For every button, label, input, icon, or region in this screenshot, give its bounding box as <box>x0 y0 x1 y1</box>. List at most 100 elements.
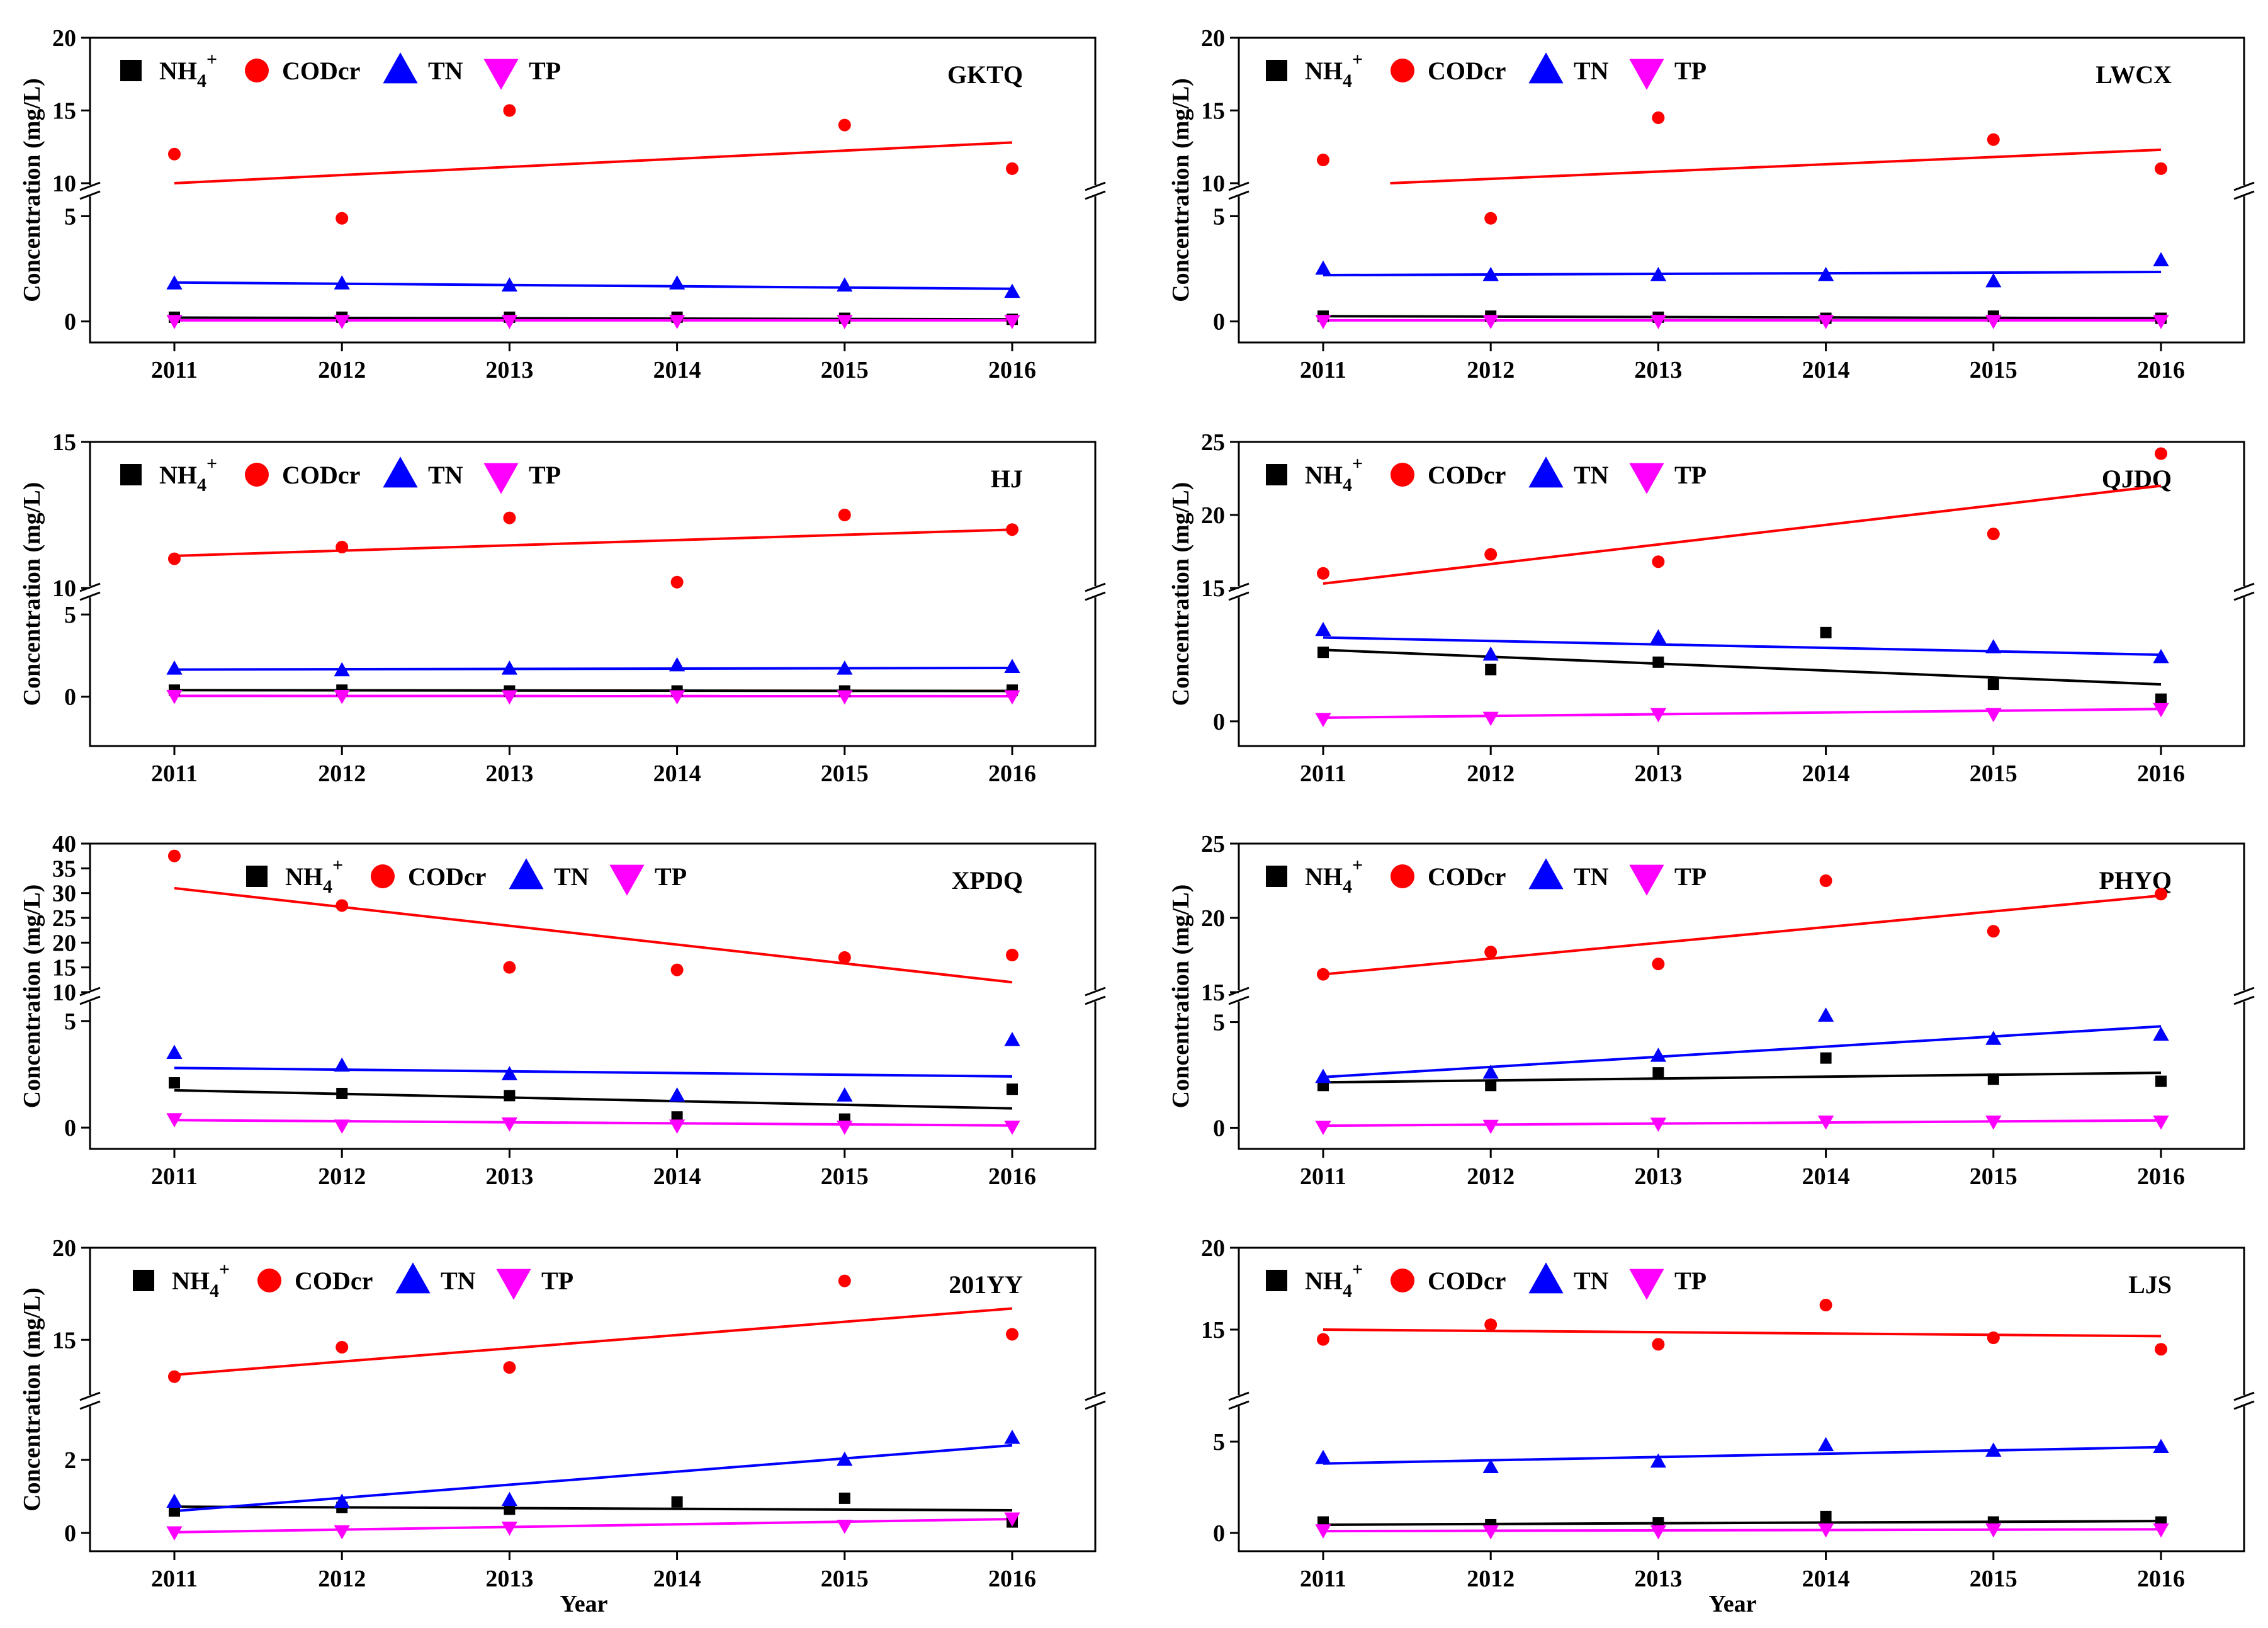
data-point-tn <box>501 1066 518 1080</box>
axis-break-mark <box>1228 995 1250 1005</box>
data-point-tp <box>166 315 183 329</box>
data-point-tn <box>2153 1439 2169 1454</box>
data-point-tn <box>1985 639 2002 653</box>
axis-break-mark <box>1085 591 1106 601</box>
data-point-tn <box>1650 629 1667 644</box>
x-tick-label: 2014 <box>1802 760 1850 787</box>
legend-nh4-label: NH4+ <box>1305 453 1363 495</box>
trend-line-codcr <box>174 1307 1013 1376</box>
data-point-codcr <box>336 212 349 225</box>
x-tick-label: 2015 <box>821 760 869 787</box>
legend-tn-marker <box>1528 1262 1564 1294</box>
data-point-tn <box>1482 266 1499 281</box>
x-tick-label: 2011 <box>151 1566 198 1592</box>
legend-cod-label: CODcr <box>282 57 360 85</box>
chart-panel-phyq: 0 5 15 20 25 2011 2012 2013 2014 2015 2016 Concentr… <box>1168 831 2255 1190</box>
y-tick-label: 30 <box>52 881 76 907</box>
x-tick-label: 2013 <box>485 760 533 787</box>
data-point-codcr <box>1006 1328 1018 1341</box>
data-point-tp <box>2153 1523 2169 1538</box>
trend-line-codcr <box>174 528 1013 557</box>
data-point-tn <box>669 657 685 672</box>
legend-cod-marker <box>245 463 269 487</box>
trend-line-codcr <box>1323 894 2162 976</box>
data-point-codcr <box>1819 874 1832 887</box>
x-tick-label: 2016 <box>2137 1163 2185 1190</box>
data-point-tn <box>1985 273 2002 288</box>
trend-line-tn <box>174 1066 1013 1078</box>
legend-nh4-label: NH4+ <box>1305 1259 1363 1301</box>
data-point-codcr <box>1006 949 1018 961</box>
data-point-tn <box>1315 1449 1331 1464</box>
x-tick-label: 2012 <box>318 357 366 383</box>
y-tick-label: 20 <box>52 930 76 956</box>
x-tick-label: 2013 <box>1634 357 1682 383</box>
x-tick-label: 2016 <box>988 357 1036 383</box>
legend-nh4-marker <box>1266 1270 1287 1291</box>
data-point-tn <box>501 1491 518 1506</box>
legend-nh4-label: NH4+ <box>172 1259 230 1301</box>
data-point-codcr <box>838 1274 851 1287</box>
axis-break-mark <box>79 995 101 1005</box>
y-tick-label: 10 <box>1201 171 1225 197</box>
data-point-tp <box>837 1121 853 1135</box>
data-point-codcr <box>1317 154 1329 167</box>
data-point-tn <box>1985 1031 2002 1045</box>
y-tick-label: 35 <box>52 856 76 882</box>
x-tick-label: 2011 <box>1300 1566 1346 1592</box>
legend-tn-marker <box>1528 52 1564 84</box>
x-tick-label: 2012 <box>318 1163 366 1190</box>
legend: NH4+ CODcr TN TP <box>1266 1259 1707 1301</box>
data-point-tp <box>1004 1512 1020 1527</box>
trend-line-nh4 <box>174 316 1013 321</box>
x-tick-label: 2011 <box>1300 760 1346 787</box>
data-point-nh4 <box>1652 656 1664 668</box>
data-point-nh4 <box>1007 1083 1018 1095</box>
axis-break-mark <box>2233 591 2255 601</box>
data-point-tn <box>2153 648 2169 664</box>
data-point-tp <box>1650 1525 1667 1540</box>
axis-break-mark <box>1228 1400 1250 1410</box>
data-point-tn <box>166 660 183 675</box>
x-tick-label: 2013 <box>485 357 533 383</box>
legend-tn-marker <box>509 858 544 890</box>
y-axis-title: Concentration (mg/L) <box>1168 482 1194 706</box>
legend-tn-marker <box>1528 858 1564 890</box>
x-tick-label: 2015 <box>821 1163 869 1190</box>
y-tick-label: 20 <box>52 1235 76 1262</box>
chart-panel-hj: 0 510 15 2011 2012 2013 2014 2015 2016 Concentrat… <box>19 429 1106 787</box>
y-tick-label: 20 <box>1201 25 1225 52</box>
legend-tp-marker <box>1629 864 1664 896</box>
plot-frame <box>89 842 1097 1150</box>
data-point-tp <box>669 690 685 705</box>
data-point-codcr <box>2155 888 2167 901</box>
x-tick-label: 2011 <box>151 357 198 383</box>
y-tick-label: 25 <box>52 905 76 932</box>
data-point-codcr <box>1652 555 1665 568</box>
y-tick-label: 5 <box>1213 1429 1225 1456</box>
data-point-tn <box>334 1057 350 1072</box>
y-tick-label: 15 <box>52 98 76 125</box>
data-point-tp <box>669 315 685 329</box>
legend-nh4-label: NH4+ <box>1305 49 1363 91</box>
axis-break-mark <box>1085 190 1106 200</box>
x-tick-label: 2012 <box>1467 1566 1515 1592</box>
data-point-codcr <box>1987 528 2000 541</box>
x-tick-label: 2011 <box>151 760 198 787</box>
axis-break-mark <box>1228 1391 1250 1401</box>
data-point-tp <box>1315 1121 1331 1135</box>
data-point-tn <box>1315 621 1331 636</box>
data-point-tp <box>166 690 183 704</box>
legend-tn-label: TN <box>1574 57 1609 85</box>
plot-frame <box>1238 441 2245 747</box>
data-point-tn <box>2153 252 2169 266</box>
data-point-tp <box>1817 315 1834 329</box>
x-tick-label: 2011 <box>1300 1163 1346 1190</box>
x-tick-label: 2013 <box>485 1566 533 1592</box>
x-tick-label: 2014 <box>1802 357 1850 383</box>
data-point-tp <box>166 1526 183 1541</box>
legend-cod-label: CODcr <box>295 1267 373 1295</box>
legend-nh4-marker <box>1266 60 1287 81</box>
legend-tp-label: TP <box>1674 461 1707 489</box>
data-point-tn <box>1004 283 1020 298</box>
